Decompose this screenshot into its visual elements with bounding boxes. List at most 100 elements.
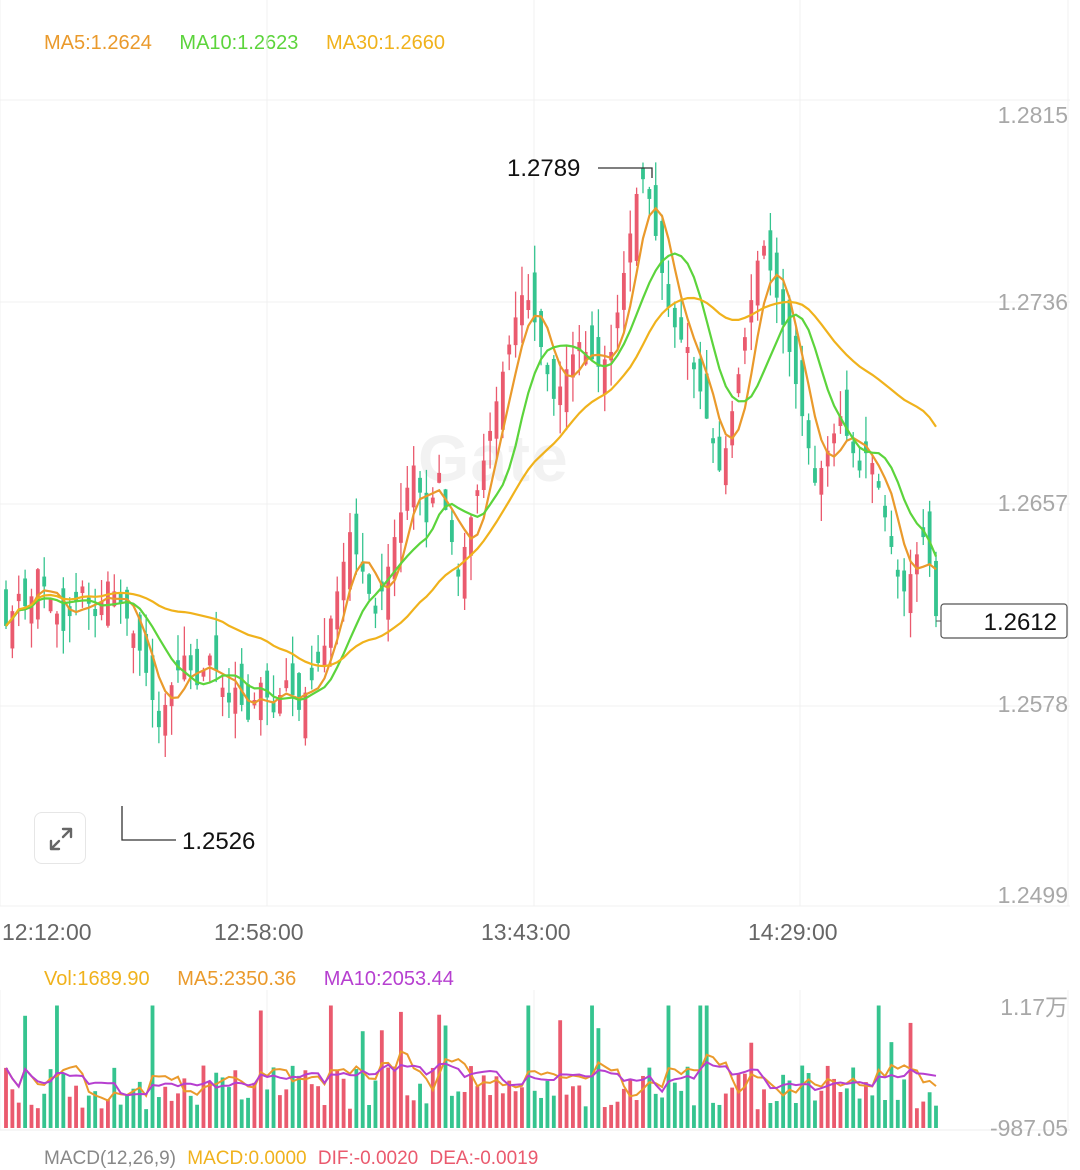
candle-body <box>437 472 442 483</box>
candle-body <box>354 513 359 555</box>
volume-bar <box>392 1066 397 1128</box>
volume-bar <box>93 1091 98 1128</box>
volume-bar <box>106 1099 110 1128</box>
candle-body <box>583 351 588 365</box>
volume-bar <box>596 1028 601 1128</box>
candle-body <box>851 441 856 454</box>
candle-body <box>870 463 875 475</box>
candle-body <box>405 487 410 511</box>
candle-body <box>55 613 59 625</box>
volume-bar <box>437 1014 442 1128</box>
volume-bar <box>112 1067 117 1128</box>
candle-body <box>277 695 282 714</box>
volume-bar <box>42 1093 47 1128</box>
candle-body <box>150 655 155 700</box>
candle-body <box>889 536 894 547</box>
volume-bar <box>755 1109 760 1128</box>
vol-ma10-legend: MA10:2053.44 <box>323 968 454 990</box>
candle-body <box>679 317 684 340</box>
volume-bar <box>239 1099 244 1128</box>
gate-watermark: Gate <box>418 421 569 495</box>
macd-value: MACD:0.0000 <box>187 1148 307 1169</box>
volume-bar <box>379 1030 384 1128</box>
candle-body <box>908 574 913 614</box>
candle-body <box>67 606 72 617</box>
volume-bar <box>621 1088 626 1128</box>
candle-body <box>456 569 461 577</box>
candle-body <box>513 317 518 346</box>
volume-bar <box>35 1108 40 1128</box>
volume-bar <box>373 1080 378 1128</box>
price-tick: 1.2815 <box>998 102 1068 128</box>
volume-bar <box>456 1091 461 1128</box>
volume-bar <box>813 1100 817 1128</box>
candle-body <box>360 561 365 572</box>
volume-bar <box>762 1089 766 1128</box>
candle-body <box>545 364 550 375</box>
volume-bar <box>29 1104 34 1128</box>
candle-body <box>857 460 862 471</box>
volume-bar <box>125 1094 129 1128</box>
volume-bar <box>405 1095 410 1128</box>
candle-body <box>749 300 754 323</box>
candle-body <box>628 233 633 263</box>
volume-bar <box>258 1010 263 1128</box>
candle-body <box>621 272 626 310</box>
volume-bar <box>246 1097 250 1128</box>
volume-chart[interactable]: 1.17万 -987.05 <box>0 990 1080 1140</box>
volume-bar <box>832 1078 836 1128</box>
volume-bar <box>10 1089 15 1128</box>
low-label: 1.2526 <box>182 828 255 855</box>
price-tick: 1.2578 <box>998 691 1068 717</box>
volume-bar <box>335 1070 340 1128</box>
volume-bar <box>889 1042 894 1128</box>
candle-body <box>615 312 620 329</box>
volume-bar <box>526 1005 531 1128</box>
candle-body <box>303 692 308 739</box>
candle-body <box>564 369 569 413</box>
candle-body <box>602 359 607 395</box>
candlestick-chart[interactable]: 1.2815 1.2736 1.2657 1.2578 1.2499 1.278… <box>0 0 1080 960</box>
candle-body <box>469 517 473 556</box>
volume-bar <box>494 1076 499 1128</box>
volume-bar <box>399 1011 403 1128</box>
volume-ma10-line <box>5 1060 937 1097</box>
candle-body <box>653 185 658 236</box>
volume-bar <box>277 1095 282 1128</box>
candle-body <box>163 704 168 736</box>
volume-bar <box>118 1104 123 1128</box>
candle-body <box>883 505 887 518</box>
macd-legend: MACD(12,26,9) MACD:0.0000 DIF:-0.0020 DE… <box>44 1148 544 1170</box>
ma30-line <box>5 296 937 668</box>
candle-body <box>902 570 907 592</box>
candle-body <box>736 374 741 394</box>
candle-body <box>838 416 843 427</box>
candle-body <box>806 420 811 449</box>
volume-bar <box>163 1086 168 1128</box>
candle-body <box>61 588 66 631</box>
candle-body <box>271 702 276 713</box>
volume-bar <box>730 1087 735 1128</box>
volume-bar <box>55 1005 59 1128</box>
volume-bar <box>328 1005 333 1128</box>
volume-bar <box>883 1100 887 1128</box>
candle-body <box>711 438 715 444</box>
candle-body <box>341 561 346 601</box>
candle-body <box>156 710 161 728</box>
candle-body <box>596 337 601 367</box>
volume-bar <box>742 1073 747 1128</box>
candle-body <box>290 663 295 696</box>
volume-bar <box>443 1025 448 1128</box>
volume-tick-min: -987.05 <box>990 1115 1068 1140</box>
candle-body <box>800 360 805 417</box>
volume-bar <box>825 1065 830 1128</box>
candle-body <box>137 614 142 651</box>
volume-bar <box>819 1090 824 1128</box>
volume-bar <box>4 1067 8 1128</box>
volume-bar <box>749 1042 754 1128</box>
volume-bar <box>870 1095 875 1128</box>
expand-button[interactable] <box>34 812 86 864</box>
volume-bar <box>176 1093 180 1128</box>
volume-bar <box>16 1102 21 1128</box>
candle-body <box>399 512 403 543</box>
